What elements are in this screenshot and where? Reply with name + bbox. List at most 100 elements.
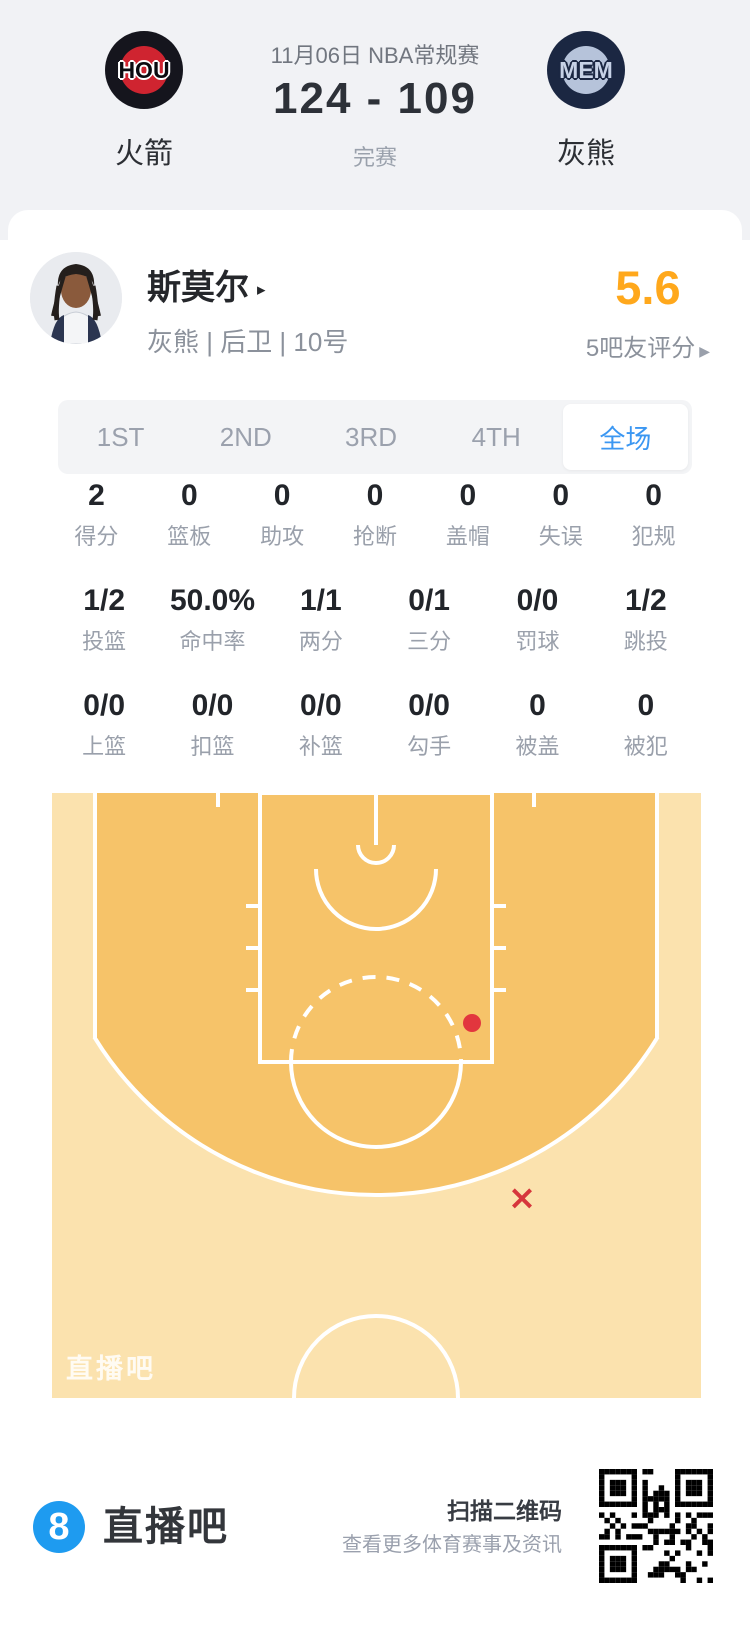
stat-3pt-label: 三分: [407, 629, 452, 654]
stat-tipin-label: 补篮: [298, 734, 343, 759]
stat-fouled-value: 0: [637, 689, 655, 722]
stat-blocked: 0 被盖: [483, 688, 591, 760]
stat-points-label: 得分: [74, 524, 119, 549]
stat-2pt: 1/1 两分: [267, 583, 375, 655]
home-team-logo[interactable]: HOU: [105, 31, 183, 109]
stats-row-shot-types: 0/0 上篮 0/0 扣篮 0/0 补篮 0/0 勾手 0 被盖 0 被犯: [50, 688, 700, 760]
player-name: 斯莫尔: [147, 269, 249, 307]
stat-jumpshot: 1/2 跳投: [592, 583, 700, 655]
stat-ft-value: 0/0: [516, 584, 559, 617]
tab-1st[interactable]: 1ST: [96, 421, 145, 452]
rating-link[interactable]: 5.6 5吧友评分 ▶: [586, 262, 710, 363]
stat-blocks-label: 盖帽: [445, 524, 490, 549]
stat-hook-label: 勾手: [407, 734, 452, 759]
quarter-tabs: 1ST 2ND 3RD 4TH 全场: [58, 400, 692, 474]
stat-assists: 0 助攻: [236, 478, 329, 550]
match-date: 11月06日 NBA常规赛: [270, 43, 480, 68]
shot-made-marker: [463, 1014, 481, 1032]
away-team-logo[interactable]: MEM: [547, 31, 625, 109]
stat-steals-value: 0: [366, 479, 384, 512]
stat-points: 2 得分: [50, 478, 143, 550]
player-stats-card: 斯莫尔 ▸ 灰熊 | 后卫 | 10号 5.6 5吧友评分 ▶ 1ST 2ND 3…: [8, 210, 742, 1420]
stat-steals: 0 抢断: [329, 478, 422, 550]
stat-fg: 1/2 投篮: [50, 583, 158, 655]
brand-name: 直播吧: [103, 1505, 229, 1549]
stat-assists-label: 助攻: [260, 524, 305, 549]
stat-hook: 0/0 勾手: [375, 688, 483, 760]
stat-fg-pct: 50.0% 命中率: [158, 583, 266, 655]
stat-ft: 0/0 罚球: [483, 583, 591, 655]
stat-fg-pct-label: 命中率: [179, 629, 246, 654]
stat-fouls-label: 犯规: [631, 524, 676, 549]
stat-blocks: 0 盖帽: [421, 478, 514, 550]
stat-rebounds-label: 篮板: [167, 524, 212, 549]
stats-row-shooting: 1/2 投篮 50.0% 命中率 1/1 两分 0/1 三分 0/0 罚球 1/2 跳投: [50, 583, 700, 655]
stat-dunk-value: 0/0: [191, 689, 234, 722]
stat-blocks-value: 0: [459, 479, 477, 512]
court-diagram: [52, 793, 701, 1398]
stat-hook-value: 0/0: [408, 689, 450, 722]
tab-2nd[interactable]: 2ND: [219, 421, 272, 452]
stat-fg-value: 1/2: [83, 584, 126, 617]
stat-assists-value: 0: [273, 479, 291, 512]
player-name-arrow-icon: ▸: [257, 280, 266, 299]
away-team-abbr: MEM: [559, 56, 613, 83]
stat-layup: 0/0 上篮: [50, 688, 158, 760]
stat-3pt-value: 0/1: [408, 584, 450, 617]
stat-2pt-value: 1/1: [299, 584, 342, 617]
rating-label: 5吧友评分 ▶: [586, 328, 710, 363]
stat-dunk: 0/0 扣篮: [158, 688, 266, 760]
stat-rebounds: 0 篮板: [143, 478, 236, 550]
brand-logo-digit: 8: [48, 1506, 70, 1548]
stat-turnovers-value: 0: [552, 479, 570, 512]
stat-turnovers-label: 失误: [538, 524, 583, 549]
stat-jumpshot-label: 跳投: [623, 629, 668, 654]
stat-blocked-value: 0: [529, 689, 546, 722]
brand-logo-icon: 8: [33, 1501, 85, 1553]
stat-fouls-value: 0: [645, 479, 662, 512]
home-team-abbr: HOU: [118, 56, 170, 83]
stat-blocked-label: 被盖: [515, 734, 560, 759]
home-team-name: 火箭: [114, 138, 173, 170]
stat-tipin: 0/0 补篮: [267, 688, 375, 760]
qr-subtitle: 查看更多体育赛事及资讯: [342, 1534, 562, 1556]
stat-ft-label: 罚球: [515, 629, 560, 654]
away-team-name: 灰熊: [556, 138, 615, 170]
stat-fg-pct-value: 50.0%: [169, 584, 256, 617]
away-team-logo-inner: [562, 46, 610, 94]
court-watermark: 直播吧: [66, 1354, 156, 1384]
stat-fouls: 0 犯规: [607, 478, 700, 550]
stat-points-value: 2: [88, 479, 105, 512]
stat-steals-label: 抢断: [353, 524, 398, 549]
stat-fouled: 0 被犯: [592, 688, 700, 760]
stat-jumpshot-value: 1/2: [624, 584, 667, 617]
match-header: HOU MEM 火箭 灰熊 11月06日 NBA常规赛 124 - 109 完赛: [0, 0, 750, 240]
tab-full-game[interactable]: 全场: [562, 404, 689, 470]
stat-fouled-label: 被犯: [623, 734, 668, 759]
tab-4th[interactable]: 4TH: [471, 421, 521, 452]
stats-row-main: 2 得分 0 篮板 0 助攻 0 抢断 0 盖帽 0 失误 0 犯规: [50, 478, 700, 550]
player-avatar[interactable]: [30, 252, 122, 344]
stat-2pt-label: 两分: [298, 629, 343, 654]
rating-arrow-icon: ▶: [699, 343, 710, 359]
stat-fg-label: 投篮: [82, 629, 127, 654]
player-name-link[interactable]: 斯莫尔 ▸: [147, 268, 266, 308]
stat-3pt: 0/1 三分: [375, 583, 483, 655]
player-info: 灰熊 | 后卫 | 10号: [147, 327, 349, 357]
stat-tipin-value: 0/0: [299, 689, 342, 722]
qr-text-block: 扫描二维码 查看更多体育赛事及资讯: [342, 1498, 562, 1557]
qr-code: [599, 1469, 713, 1583]
player-avatar-image: [30, 252, 122, 344]
match-score: 124 - 109: [273, 74, 477, 123]
shot-chart: 直播吧 ×: [52, 793, 701, 1398]
match-status: 完赛: [352, 145, 397, 170]
qr-title: 扫描二维码: [447, 1498, 562, 1524]
stat-layup-value: 0/0: [83, 689, 126, 722]
stat-dunk-label: 扣篮: [190, 734, 235, 759]
rating-label-text: 5吧友评分: [585, 335, 696, 362]
stat-turnovers: 0 失误: [514, 478, 607, 550]
stat-rebounds-value: 0: [180, 479, 198, 512]
shot-missed-marker: ×: [507, 1178, 537, 1218]
tab-3rd[interactable]: 3RD: [345, 421, 398, 452]
